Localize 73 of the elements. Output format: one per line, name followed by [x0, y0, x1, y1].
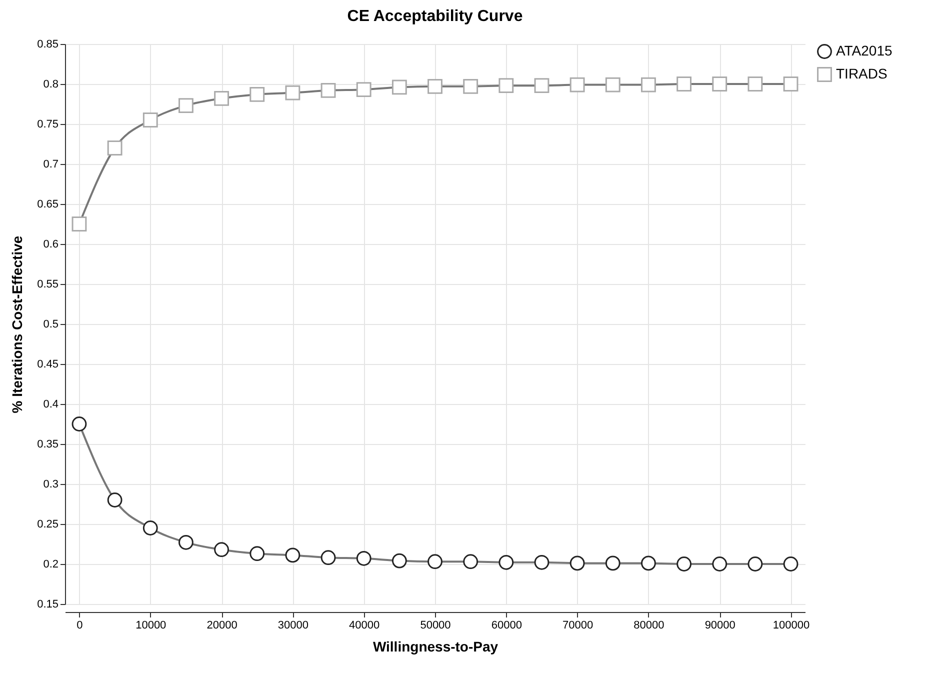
y-tick-label: 0.75	[37, 118, 58, 130]
point	[641, 556, 656, 571]
y-tick-label: 0.55	[37, 278, 58, 290]
x-tick-label: 50000	[420, 620, 451, 632]
point	[356, 82, 372, 98]
point	[641, 77, 656, 92]
y-tick-label: 0.5	[43, 318, 58, 330]
point	[392, 80, 407, 95]
point	[712, 76, 728, 92]
y-tick-label: 0.35	[37, 438, 58, 450]
point	[534, 78, 550, 94]
point	[498, 78, 514, 94]
x-tick-label: 80000	[634, 620, 664, 632]
y-tick-label: 0.15	[37, 598, 58, 610]
point	[534, 554, 550, 570]
point	[142, 112, 158, 128]
point	[605, 77, 620, 92]
y-tick-label: 0.6	[43, 238, 58, 250]
point	[428, 554, 442, 570]
y-tick-label: 0.65	[37, 198, 58, 210]
point	[748, 556, 763, 572]
y-tick-label: 0.4	[43, 398, 58, 410]
y-tick-label: 0.8	[43, 78, 58, 90]
point	[320, 82, 336, 98]
point	[356, 550, 372, 566]
point	[392, 553, 407, 568]
x-tick-label: 0	[76, 620, 83, 632]
point	[142, 520, 158, 536]
x-tick-label: 20000	[206, 620, 238, 632]
point	[285, 548, 300, 563]
y-tick-label: 0.7	[43, 158, 58, 170]
point	[107, 492, 122, 508]
point	[428, 78, 442, 94]
point	[570, 556, 585, 571]
y-tick-label: 0.45	[37, 358, 58, 370]
point	[605, 556, 620, 571]
point	[178, 534, 194, 550]
point	[320, 550, 336, 566]
point	[463, 554, 478, 570]
point	[214, 90, 229, 106]
point	[250, 86, 265, 102]
point	[178, 98, 194, 114]
x-tick-label: 90000	[704, 620, 736, 632]
point	[570, 77, 585, 92]
chart-title: CE Acceptability Curve	[347, 8, 523, 25]
y-tick-label: 0.85	[37, 38, 58, 50]
point	[250, 546, 265, 562]
point	[676, 556, 692, 572]
x-tick-label: 60000	[491, 620, 522, 632]
legend-label: ATA2015	[836, 42, 893, 58]
point	[107, 140, 122, 156]
point	[712, 556, 728, 572]
x-tick-label: 70000	[562, 620, 594, 632]
point	[72, 216, 87, 232]
point	[498, 554, 514, 570]
point	[214, 542, 229, 558]
legend-label: TIRADS	[836, 66, 888, 82]
point	[676, 76, 692, 92]
x-tick-label: 10000	[136, 620, 166, 632]
y-tick-label: 0.25	[37, 518, 58, 530]
point	[783, 556, 798, 572]
point	[748, 76, 763, 92]
point	[285, 85, 300, 100]
x-axis-title: Willingness-to-Pay	[372, 638, 498, 654]
x-tick-label: 100000	[772, 620, 810, 632]
x-tick-label: 30000	[278, 620, 308, 632]
point	[783, 76, 798, 92]
y-tick-label: 0.3	[43, 478, 58, 490]
x-tick-label: 40000	[349, 620, 380, 632]
y-tick-label: 0.2	[43, 558, 58, 570]
y-axis-title: % Iterations Cost-Effective	[9, 236, 26, 414]
point	[463, 78, 478, 94]
point	[72, 416, 87, 432]
